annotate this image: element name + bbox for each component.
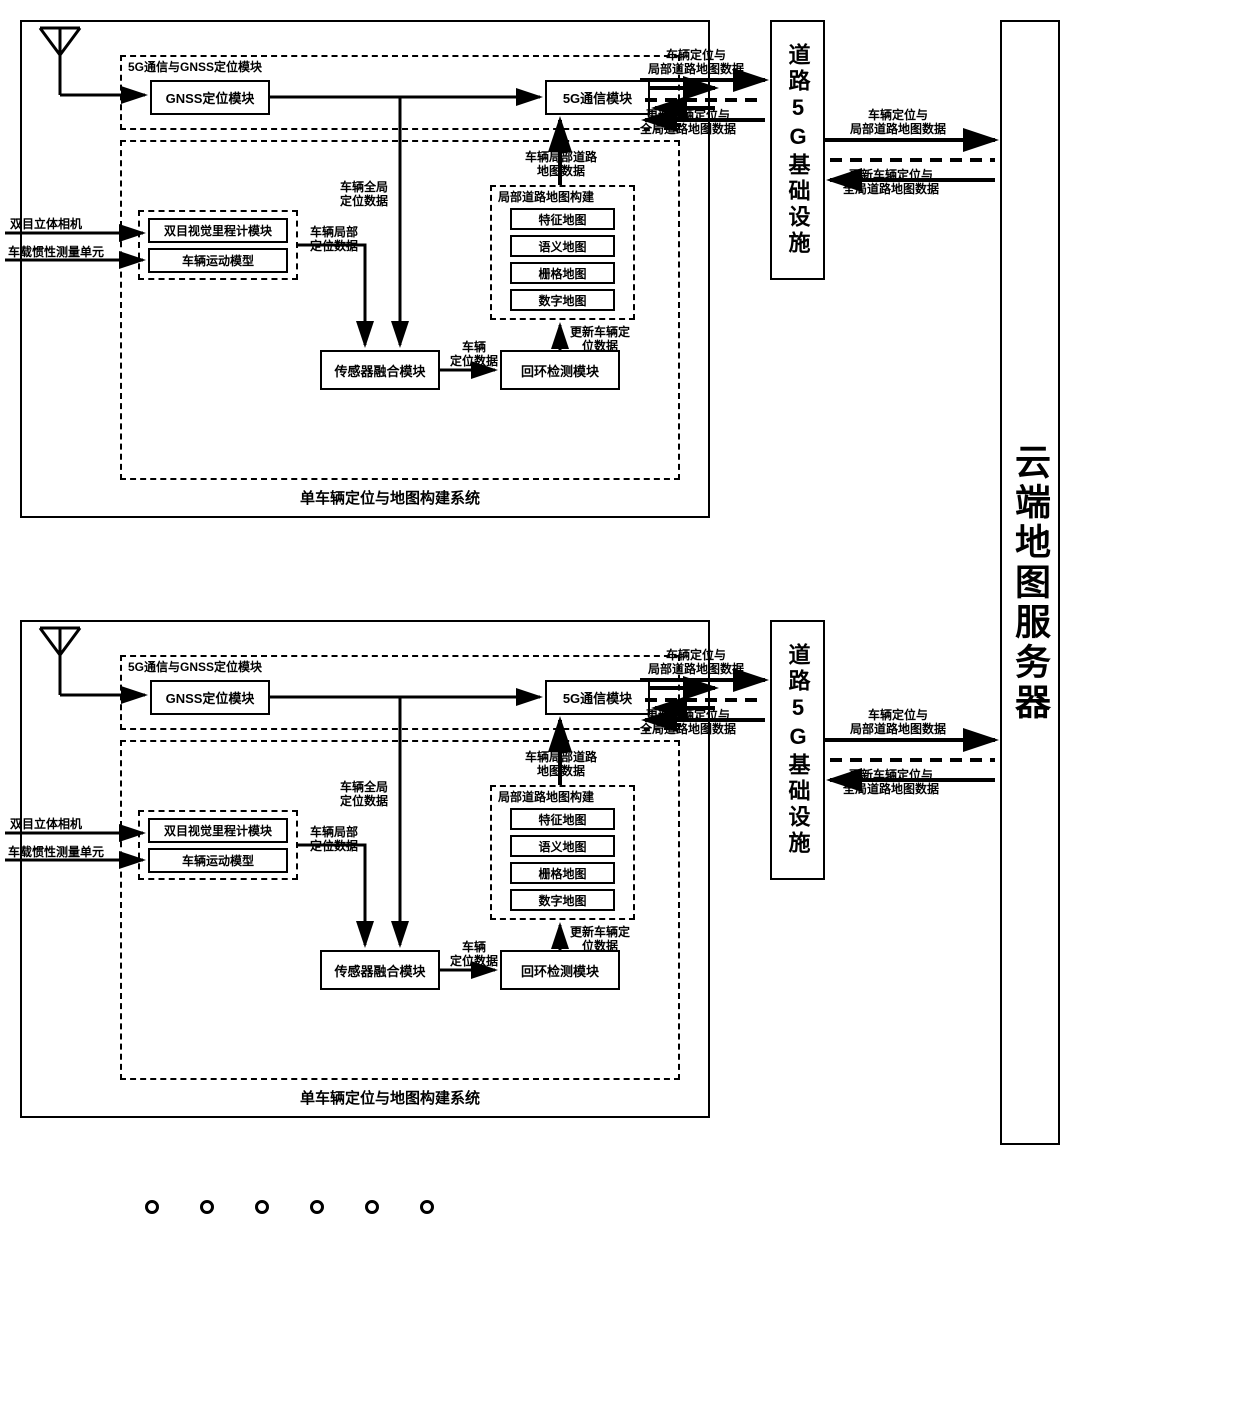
edge-local-road: 车辆局部道路 地图数据: [525, 750, 597, 779]
comm-section-label: 5G通信与GNSS定位模块: [128, 60, 262, 74]
link-up-2b: 车辆定位与 局部道路地图数据: [850, 708, 946, 737]
edge-update-pos: 更新车辆定 位数据: [570, 925, 630, 954]
system-title: 单车辆定位与地图构建系统: [300, 490, 480, 508]
map-digital: 数字地图: [510, 289, 615, 311]
edge-vehicle-pos: 车辆 定位数据: [450, 940, 498, 969]
system-title: 单车辆定位与地图构建系统: [300, 1090, 480, 1108]
base-station-1: 道路5G基础设施: [770, 20, 825, 280]
comm5g-box: 5G通信模块: [545, 680, 650, 715]
vo-box: 双目视觉里程计模块: [148, 818, 288, 843]
edge-local: 车辆局部 定位数据: [310, 825, 358, 854]
edge-global: 车辆全局 定位数据: [340, 780, 388, 809]
localmap-title: 局部道路地图构建: [498, 190, 594, 204]
edge-local-road: 车辆局部道路 地图数据: [525, 150, 597, 179]
link-up-1b: 车辆定位与 局部道路地图数据: [850, 108, 946, 137]
map-feature: 特征地图: [510, 808, 615, 830]
map-grid: 栅格地图: [510, 262, 615, 284]
map-grid: 栅格地图: [510, 862, 615, 884]
gnss-box: GNSS定位模块: [150, 80, 270, 115]
fusion-box: 传感器融合模块: [320, 950, 440, 990]
motion-box: 车辆运动模型: [148, 248, 288, 273]
motion-box: 车辆运动模型: [148, 848, 288, 873]
comm5g-box: 5G通信模块: [545, 80, 650, 115]
cloud-server: 云端地图服务器: [1000, 20, 1060, 1145]
edge-update-pos: 更新车辆定 位数据: [570, 325, 630, 354]
base-station-2: 道路5G基础设施: [770, 620, 825, 880]
edge-vehicle-pos: 车辆 定位数据: [450, 340, 498, 369]
map-feature: 特征地图: [510, 208, 615, 230]
vo-box: 双目视觉里程计模块: [148, 218, 288, 243]
loop-box: 回环检测模块: [500, 950, 620, 990]
link-down-2b: 更新车辆定位与 全局道路地图数据: [843, 768, 939, 797]
link-down-1b: 更新车辆定位与 全局道路地图数据: [843, 168, 939, 197]
stereo-cam-label: 双目立体相机: [10, 217, 82, 231]
link-up-1a: 车辆定位与 局部道路地图数据: [648, 48, 744, 77]
link-down-1a: 更新车辆定位与 全局道路地图数据: [640, 108, 736, 137]
comm-section-label: 5G通信与GNSS定位模块: [128, 660, 262, 674]
map-digital: 数字地图: [510, 889, 615, 911]
fusion-box: 传感器融合模块: [320, 350, 440, 390]
edge-local: 车辆局部 定位数据: [310, 225, 358, 254]
gnss-box: GNSS定位模块: [150, 680, 270, 715]
loop-box: 回环检测模块: [500, 350, 620, 390]
map-semantic: 语义地图: [510, 835, 615, 857]
localmap-title: 局部道路地图构建: [498, 790, 594, 804]
link-down-2a: 更新车辆定位与 全局道路地图数据: [640, 708, 736, 737]
imu-label: 车载惯性测量单元: [8, 845, 104, 859]
map-semantic: 语义地图: [510, 235, 615, 257]
link-up-2a: 车辆定位与 局部道路地图数据: [648, 648, 744, 677]
stereo-cam-label: 双目立体相机: [10, 817, 82, 831]
edge-global: 车辆全局 定位数据: [340, 180, 388, 209]
imu-label: 车载惯性测量单元: [8, 245, 104, 259]
